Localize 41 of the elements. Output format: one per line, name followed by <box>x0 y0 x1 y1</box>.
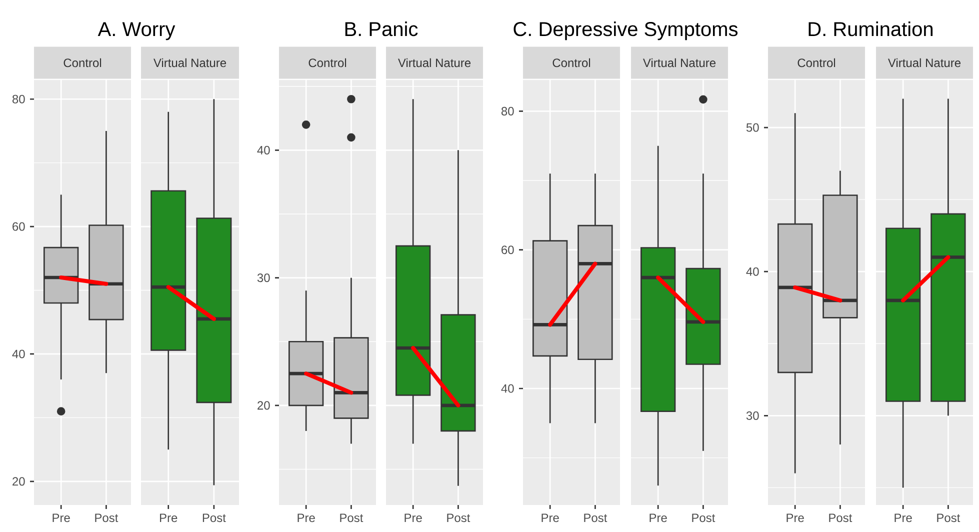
x-tick-label: Pre <box>298 514 315 522</box>
x-tick-label: Pre <box>542 514 559 522</box>
chart-subtitle: Control <box>64 58 102 68</box>
chart-title: C. Depressive Symptoms <box>514 22 738 40</box>
y-tick-label: 50 <box>746 123 759 132</box>
y-tick-label: 20 <box>12 477 25 486</box>
chart-subtitle: Control <box>308 58 346 68</box>
x-tick-label: Pre <box>160 514 178 522</box>
x-tick-label: Pre <box>650 514 667 522</box>
x-tick-label: Post <box>692 514 716 522</box>
y-tick-label: 40 <box>257 146 270 154</box>
chart-subtitle: Virtual Nature <box>888 58 961 68</box>
y-tick-label: 80 <box>12 94 25 104</box>
chart-subtitle: Virtual Nature <box>398 58 471 68</box>
x-tick-label: Post <box>584 514 608 522</box>
y-tick-label: 40 <box>746 267 759 276</box>
y-tick-label: 40 <box>12 350 25 358</box>
y-tick-label: 40 <box>501 384 514 393</box>
y-tick-label: 30 <box>746 411 759 420</box>
x-tick-label: Pre <box>52 514 70 522</box>
y-tick-label: 30 <box>257 274 270 282</box>
chart-subtitle: Virtual Nature <box>154 58 226 68</box>
y-tick-label: 60 <box>12 222 25 231</box>
y-tick-label: 60 <box>502 246 514 254</box>
y-tick-label: 80 <box>501 106 514 116</box>
chart-title: D. Rumination <box>808 22 933 36</box>
x-tick-label: Pre <box>894 514 912 522</box>
x-tick-label: Pre <box>404 514 422 522</box>
x-tick-label: Post <box>937 514 960 522</box>
chart-subtitle: Control <box>798 58 836 68</box>
x-tick-label: Post <box>340 514 364 522</box>
x-tick-label: Post <box>202 514 226 522</box>
chart-title: B. Panic <box>345 22 418 36</box>
x-tick-label: Post <box>447 514 470 522</box>
x-tick-label: Post <box>95 514 118 522</box>
x-tick-label: Post <box>829 514 852 522</box>
x-tick-label: Pre <box>786 514 804 522</box>
chart-subtitle: Control <box>552 58 590 68</box>
chart-title: A. Worry <box>98 22 176 40</box>
y-tick-label: 20 <box>258 401 270 410</box>
chart-subtitle: Virtual Nature <box>642 58 716 68</box>
